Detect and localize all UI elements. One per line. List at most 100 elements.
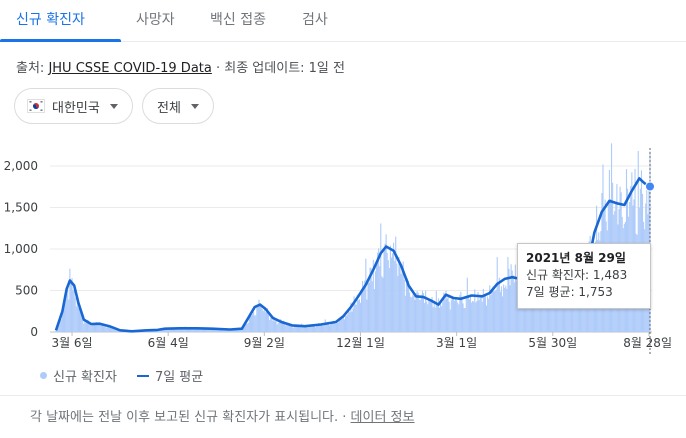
case-bar — [211, 328, 213, 332]
case-bar — [381, 276, 383, 332]
case-bar — [249, 313, 251, 332]
case-bar — [85, 322, 87, 332]
case-bar — [259, 305, 261, 332]
tooltip-date: 2021년 8월 29일 — [526, 251, 626, 265]
case-bar — [530, 290, 532, 332]
case-bar — [568, 291, 570, 332]
case-bar — [295, 326, 297, 332]
case-bar — [245, 323, 247, 332]
case-bar — [98, 323, 100, 332]
case-bar — [177, 327, 179, 332]
case-bar — [281, 322, 284, 332]
case-bar — [169, 328, 171, 332]
case-bar — [447, 296, 449, 332]
case-bar — [338, 319, 340, 332]
tab-vaccinations[interactable]: 백신 접종 — [210, 12, 266, 28]
case-bar — [285, 325, 287, 332]
case-bar — [452, 297, 454, 332]
case-bar — [510, 264, 512, 332]
case-bar — [158, 330, 160, 332]
case-bar — [317, 324, 319, 332]
case-bar — [374, 271, 376, 332]
case-bar — [315, 327, 317, 332]
case-bar — [475, 302, 477, 332]
case-bar — [497, 282, 499, 332]
source-link[interactable]: JHU CSSE COVID-19 Data — [48, 61, 212, 76]
case-bar — [352, 308, 354, 332]
case-bar — [304, 326, 306, 332]
case-bar — [114, 328, 116, 332]
case-bar — [86, 320, 88, 332]
case-bar — [318, 323, 320, 332]
country-selector[interactable]: 대한민국 — [14, 88, 133, 124]
case-bar — [192, 327, 194, 332]
case-bar — [379, 266, 381, 332]
data-info-link[interactable]: 데이터 정보 — [350, 410, 415, 425]
case-bar — [491, 289, 493, 332]
case-bar — [349, 312, 351, 332]
case-bar — [518, 288, 520, 332]
case-bar — [63, 296, 66, 332]
case-bar — [59, 320, 61, 332]
case-bar — [94, 322, 97, 332]
x-tick-label: 12월 1일 — [336, 336, 385, 350]
case-bar — [358, 299, 360, 332]
tab-new-cases[interactable]: 신규 확진자 — [16, 12, 85, 28]
data-tooltip: 2021년 8월 29일 신규 확진자: 1,483 7일 평균: 1,753 — [517, 243, 651, 309]
case-bar — [275, 319, 277, 332]
case-bar — [384, 243, 386, 332]
case-bar — [306, 326, 308, 332]
case-bar — [72, 290, 74, 332]
case-bar — [435, 290, 437, 332]
case-bar — [186, 329, 188, 332]
tab-deaths[interactable]: 사망자 — [136, 12, 175, 28]
case-bar — [443, 292, 445, 332]
case-bar — [290, 325, 292, 332]
case-bar — [485, 305, 488, 332]
case-bar — [224, 330, 226, 332]
case-bar — [373, 288, 375, 332]
case-bar — [342, 317, 344, 332]
case-bar — [483, 296, 485, 332]
case-bar — [412, 294, 414, 332]
case-bar — [418, 299, 420, 332]
case-bar — [61, 309, 63, 332]
case-bar — [213, 328, 215, 332]
case-bar — [208, 328, 210, 332]
case-bar — [572, 295, 574, 332]
case-bar — [411, 297, 413, 332]
case-bar — [82, 317, 84, 332]
case-bar — [347, 314, 349, 332]
y-tick-label: 1,500 — [4, 201, 38, 215]
legend-average-label: 7일 평균 — [154, 370, 204, 385]
y-axis: 0 500 1,000 1,500 2,000 — [4, 159, 38, 339]
case-bar — [175, 328, 177, 332]
case-bar — [360, 288, 363, 332]
case-bar — [445, 290, 447, 332]
case-bar — [441, 306, 443, 332]
korea-flag-icon — [27, 99, 45, 113]
case-bar — [116, 328, 118, 332]
case-bar — [214, 328, 216, 332]
case-bar — [115, 328, 117, 332]
case-bar — [200, 328, 202, 332]
case-bar — [477, 291, 479, 332]
case-bar — [247, 322, 249, 332]
case-bar — [538, 297, 540, 332]
range-selector[interactable]: 전체 — [142, 88, 214, 124]
case-bar — [239, 330, 241, 332]
case-bar — [257, 305, 259, 332]
case-bar — [511, 270, 513, 332]
case-bar — [504, 287, 506, 332]
x-axis: 3월 6일 6월 4일 9월 2일 12월 1일 3월 1일 5월 30일 8월 28일 — [51, 332, 672, 350]
case-bar — [391, 253, 394, 332]
tab-tests[interactable]: 검사 — [302, 12, 328, 28]
case-bar — [462, 303, 464, 332]
case-bar — [369, 267, 371, 332]
case-bar — [69, 268, 71, 332]
case-bar — [479, 297, 481, 332]
case-bar — [170, 327, 172, 332]
case-bar — [291, 326, 293, 332]
case-bar — [339, 319, 341, 332]
case-bar — [512, 275, 514, 332]
